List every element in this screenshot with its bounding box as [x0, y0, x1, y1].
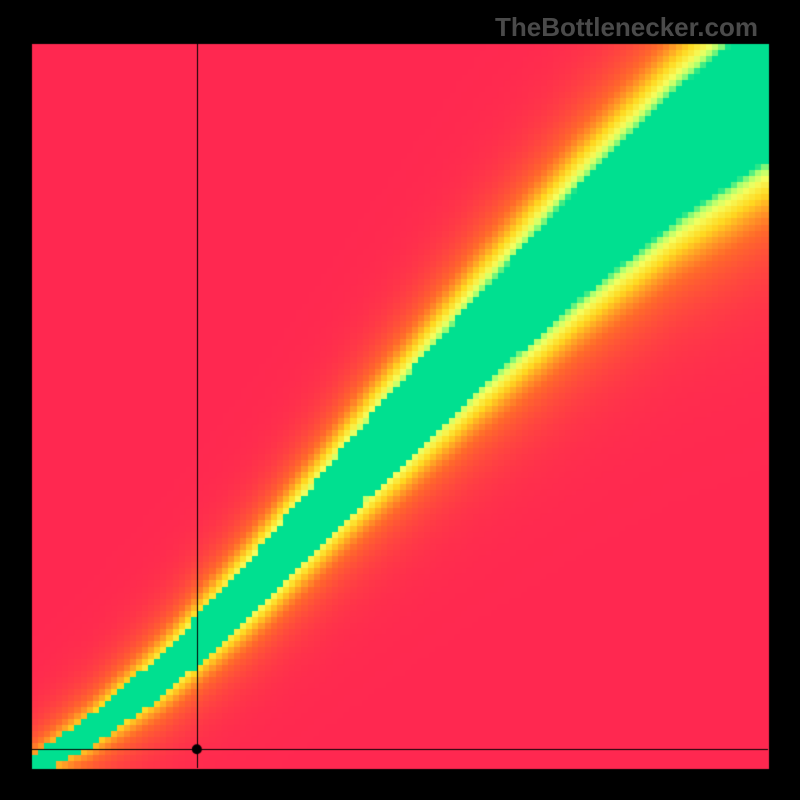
watermark-label: TheBottlenecker.com: [495, 12, 758, 43]
chart-container: TheBottlenecker.com: [0, 0, 800, 800]
heatmap-canvas: [0, 0, 800, 800]
